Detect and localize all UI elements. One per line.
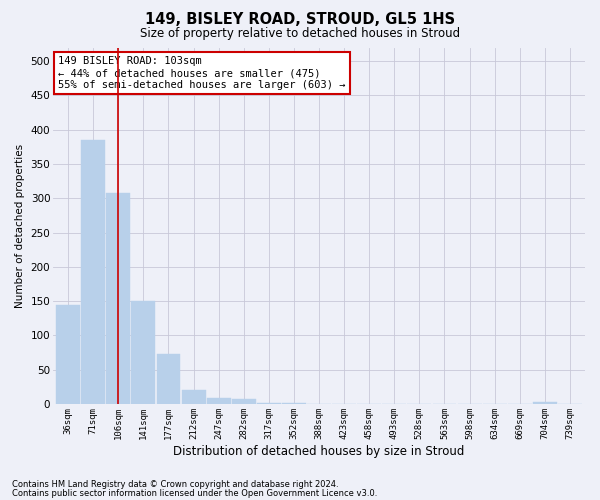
Bar	[207, 398, 230, 404]
Bar	[82, 140, 105, 404]
X-axis label: Distribution of detached houses by size in Stroud: Distribution of detached houses by size …	[173, 444, 465, 458]
Y-axis label: Number of detached properties: Number of detached properties	[15, 144, 25, 308]
Text: 149, BISLEY ROAD, STROUD, GL5 1HS: 149, BISLEY ROAD, STROUD, GL5 1HS	[145, 12, 455, 28]
Bar	[533, 402, 557, 404]
Text: Contains public sector information licensed under the Open Government Licence v3: Contains public sector information licen…	[12, 489, 377, 498]
Bar	[131, 301, 155, 404]
Bar	[182, 390, 206, 404]
Text: Contains HM Land Registry data © Crown copyright and database right 2024.: Contains HM Land Registry data © Crown c…	[12, 480, 338, 489]
Bar	[157, 354, 181, 404]
Bar	[257, 402, 281, 404]
Text: Size of property relative to detached houses in Stroud: Size of property relative to detached ho…	[140, 28, 460, 40]
Bar	[282, 403, 306, 404]
Bar	[232, 399, 256, 404]
Bar	[106, 193, 130, 404]
Bar	[56, 304, 80, 404]
Text: 149 BISLEY ROAD: 103sqm
← 44% of detached houses are smaller (475)
55% of semi-d: 149 BISLEY ROAD: 103sqm ← 44% of detache…	[58, 56, 346, 90]
